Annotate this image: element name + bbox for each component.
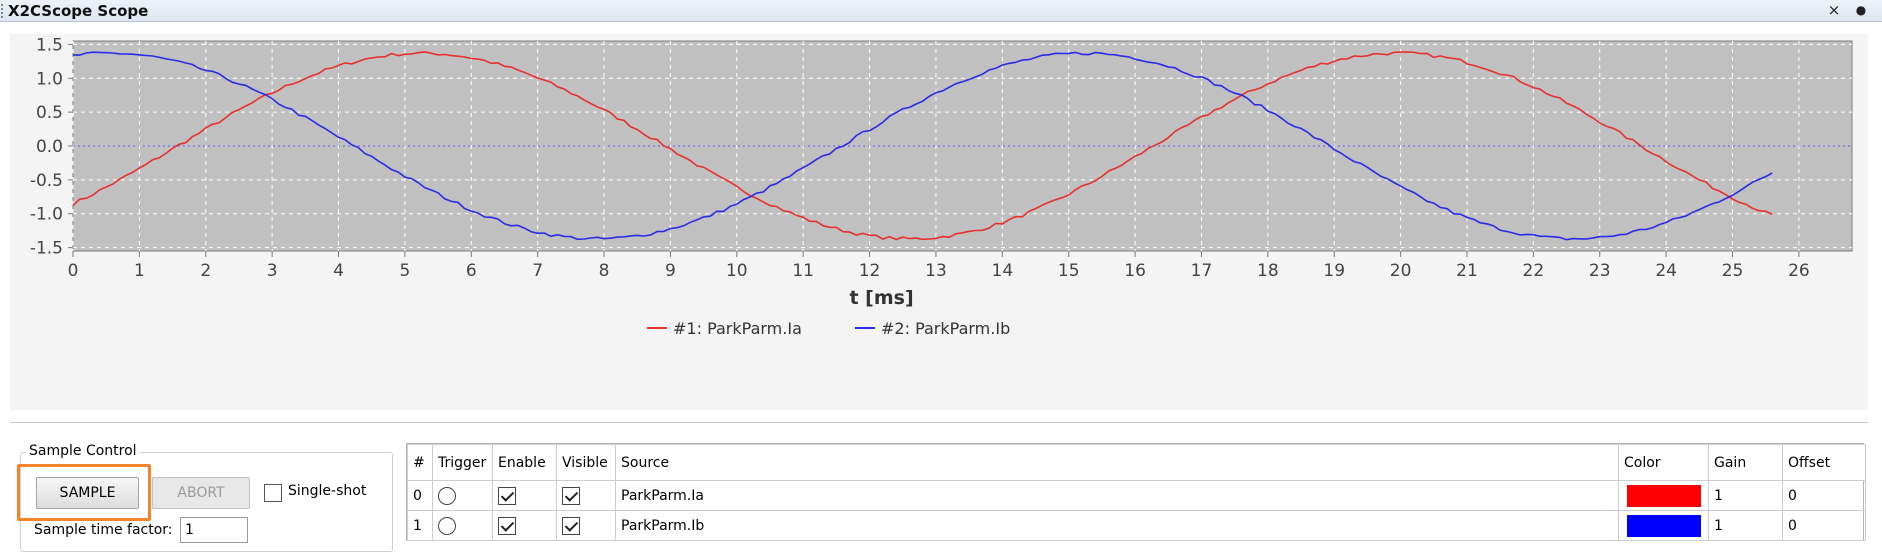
grip-handle-icon[interactable] bbox=[1, 4, 5, 18]
legend-label: #1: ParkParm.Ia bbox=[673, 319, 802, 338]
x-tick-label: 7 bbox=[532, 261, 543, 281]
x-tick-label: 1 bbox=[134, 261, 145, 281]
chart-legend: #1: ParkParm.Ia #2: ParkParm.Ib bbox=[647, 319, 1010, 338]
x-tick-label: 24 bbox=[1655, 261, 1677, 281]
enable-checkbox[interactable] bbox=[498, 487, 516, 505]
x-tick-label: 20 bbox=[1390, 261, 1412, 281]
x-axis-label: t [ms] bbox=[849, 287, 913, 309]
scope-chart[interactable]: 1.51.00.50.0-0.5-1.0-1.5 0 1 2 3 4 5 6 7 8 9 10 11 1… bbox=[10, 34, 1868, 410]
x-tick-label: 2 bbox=[200, 261, 211, 281]
color-swatch[interactable] bbox=[1627, 515, 1701, 537]
sample-control-label: Sample Control bbox=[26, 443, 140, 459]
col-header-index[interactable]: # bbox=[408, 445, 433, 481]
x-tick-label: 16 bbox=[1124, 261, 1146, 281]
enable-cell bbox=[493, 511, 557, 541]
visible-checkbox[interactable] bbox=[562, 517, 580, 535]
table-row[interactable]: 1 ParkParm.Ib 1 0 bbox=[408, 511, 1866, 541]
close-icon[interactable]: × bbox=[1825, 1, 1843, 19]
legend-label: #2: ParkParm.Ib bbox=[881, 319, 1010, 338]
channel-table: # Trigger Enable Visible Source Color Ga… bbox=[406, 443, 1864, 541]
sample-time-factor-label: Sample time factor: bbox=[34, 522, 173, 538]
trigger-cell bbox=[433, 511, 493, 541]
x-tick-label: 10 bbox=[726, 261, 748, 281]
channel-index: 1 bbox=[408, 511, 433, 541]
channel-gain[interactable]: 1 bbox=[1709, 511, 1783, 541]
channel-offset[interactable]: 0 bbox=[1783, 511, 1866, 541]
channel-index: 0 bbox=[408, 481, 433, 511]
y-tick-label: -1.0 bbox=[30, 205, 63, 225]
visible-cell bbox=[557, 481, 616, 511]
color-swatch[interactable] bbox=[1627, 485, 1701, 507]
trigger-radio[interactable] bbox=[438, 487, 456, 505]
y-tick-label: -0.5 bbox=[30, 171, 63, 191]
col-header-offset[interactable]: Offset bbox=[1783, 445, 1866, 481]
y-tick-label: 0.0 bbox=[36, 137, 63, 157]
sample-time-factor-input[interactable] bbox=[180, 517, 248, 543]
sample-button[interactable]: SAMPLE bbox=[36, 477, 139, 509]
x-tick-label: 17 bbox=[1191, 261, 1213, 281]
x-tick-label: 9 bbox=[665, 261, 676, 281]
x-tick-label: 6 bbox=[466, 261, 477, 281]
window-title: X2CScope Scope bbox=[8, 2, 148, 20]
table-row[interactable]: 0 ParkParm.Ia 1 0 bbox=[408, 481, 1866, 511]
color-cell bbox=[1619, 481, 1709, 511]
x-tick-label: 14 bbox=[992, 261, 1014, 281]
abort-button[interactable]: ABORT bbox=[152, 477, 250, 509]
col-header-visible[interactable]: Visible bbox=[557, 445, 616, 481]
x-tick-label: 21 bbox=[1456, 261, 1478, 281]
x-tick-label: 15 bbox=[1058, 261, 1080, 281]
x-tick-label: 8 bbox=[599, 261, 610, 281]
x-tick-label: 25 bbox=[1722, 261, 1744, 281]
x-tick-label: 0 bbox=[68, 261, 79, 281]
visible-cell bbox=[557, 511, 616, 541]
x-tick-label: 4 bbox=[333, 261, 344, 281]
col-header-source[interactable]: Source bbox=[616, 445, 1619, 481]
x-tick-label: 26 bbox=[1788, 261, 1810, 281]
x-tick-label: 22 bbox=[1523, 261, 1545, 281]
trigger-radio[interactable] bbox=[438, 517, 456, 535]
y-tick-label: -1.5 bbox=[30, 239, 63, 259]
scope-chart-panel: 1.5 1.0 0.5 0.0 -0.5 -1.0 -1.5 0 1 2 3 4 5 6 7 8 9 10 11 1… bbox=[10, 34, 1868, 410]
y-tick-label: 0.5 bbox=[36, 103, 63, 123]
col-header-gain[interactable]: Gain bbox=[1709, 445, 1783, 481]
title-bar: X2CScope Scope × ● bbox=[0, 0, 1882, 22]
x-tick-label: 13 bbox=[925, 261, 947, 281]
panel-divider[interactable] bbox=[10, 422, 1868, 424]
col-header-enable[interactable]: Enable bbox=[493, 445, 557, 481]
x-tick-label: 19 bbox=[1323, 261, 1345, 281]
color-cell bbox=[1619, 511, 1709, 541]
enable-cell bbox=[493, 481, 557, 511]
channel-source[interactable]: ParkParm.Ib bbox=[616, 511, 1619, 541]
x-tick-label: 11 bbox=[792, 261, 814, 281]
enable-checkbox[interactable] bbox=[498, 517, 516, 535]
x-tick-label: 5 bbox=[399, 261, 410, 281]
y-tick-label: 1.5 bbox=[36, 35, 63, 55]
y-tick-label: 1.0 bbox=[36, 69, 63, 89]
channel-offset[interactable]: 0 bbox=[1783, 481, 1866, 511]
trigger-cell bbox=[433, 481, 493, 511]
x-tick-label: 3 bbox=[267, 261, 278, 281]
x-tick-label: 18 bbox=[1257, 261, 1279, 281]
table-header-row: # Trigger Enable Visible Source Color Ga… bbox=[408, 445, 1866, 481]
x-tick-label: 12 bbox=[859, 261, 881, 281]
pin-icon[interactable]: ● bbox=[1852, 1, 1870, 19]
col-header-color[interactable]: Color bbox=[1619, 445, 1709, 481]
channel-gain[interactable]: 1 bbox=[1709, 481, 1783, 511]
x-tick-label: 23 bbox=[1589, 261, 1611, 281]
visible-checkbox[interactable] bbox=[562, 487, 580, 505]
col-header-trigger[interactable]: Trigger bbox=[433, 445, 493, 481]
channel-source[interactable]: ParkParm.Ia bbox=[616, 481, 1619, 511]
single-shot-label: Single-shot bbox=[288, 483, 366, 499]
single-shot-checkbox[interactable] bbox=[264, 484, 282, 502]
